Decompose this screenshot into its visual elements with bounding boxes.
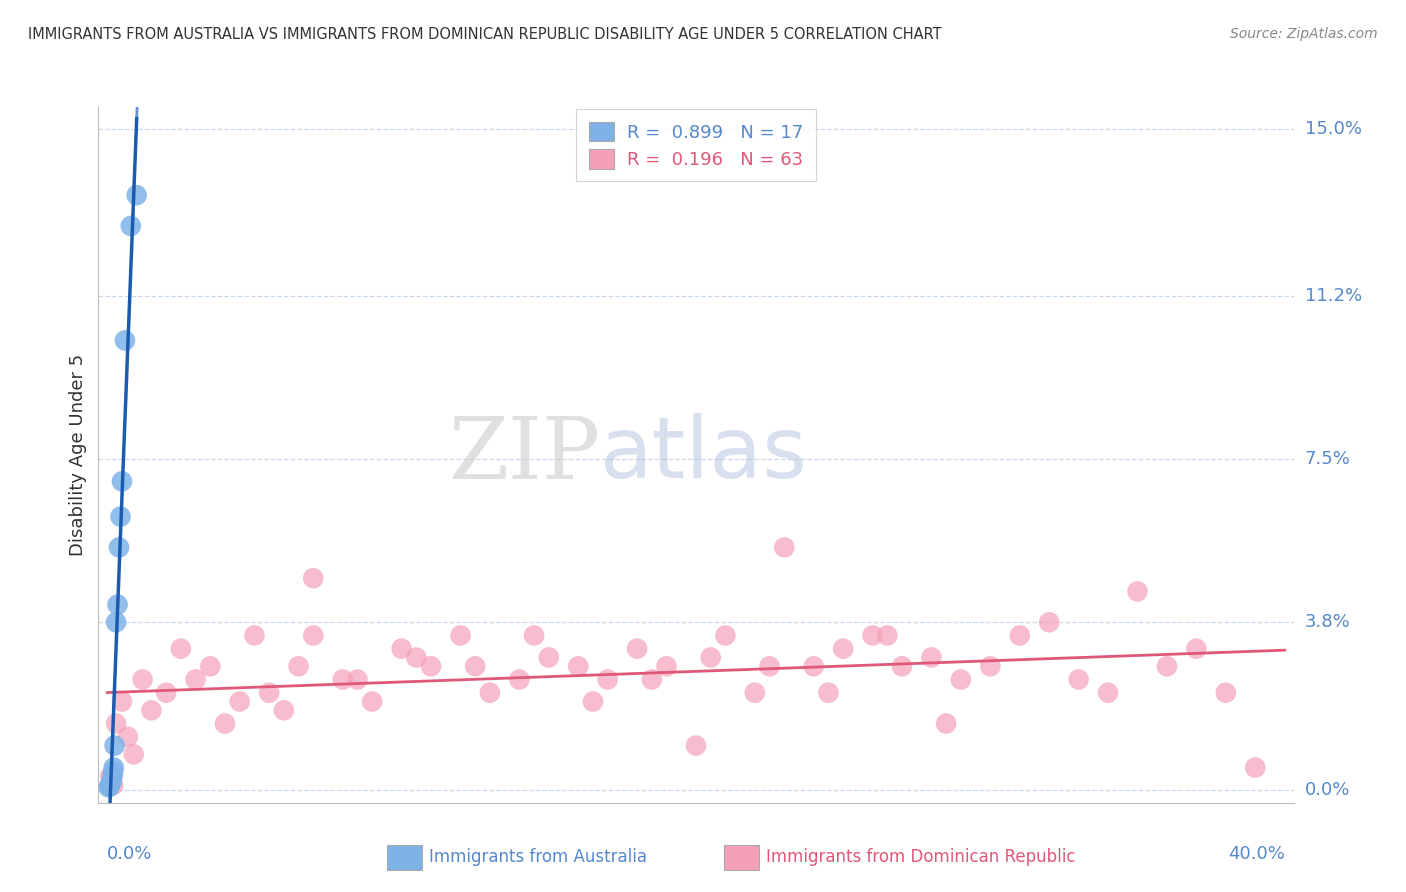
Point — [111, 475, 134, 489]
Point — [243, 628, 266, 642]
Point — [803, 659, 825, 673]
Point — [111, 694, 134, 708]
Point — [626, 641, 648, 656]
Point — [817, 686, 839, 700]
Point — [391, 641, 413, 656]
Point — [302, 571, 325, 585]
Point — [346, 673, 368, 687]
Point — [110, 509, 132, 524]
Point — [478, 686, 501, 700]
Text: Immigrants from Australia: Immigrants from Australia — [429, 848, 647, 866]
Point — [935, 716, 957, 731]
Text: 0.0%: 0.0% — [1305, 780, 1350, 798]
Point — [1008, 628, 1031, 642]
Text: 15.0%: 15.0% — [1305, 120, 1361, 138]
Point — [1038, 615, 1060, 630]
Legend: R =  0.899   N = 17, R =  0.196   N = 63: R = 0.899 N = 17, R = 0.196 N = 63 — [576, 109, 815, 181]
Point — [862, 628, 884, 642]
Point — [1097, 686, 1119, 700]
Point — [332, 673, 354, 687]
Point — [979, 659, 1001, 673]
Text: ZIP: ZIP — [449, 413, 600, 497]
Point — [98, 769, 121, 783]
Point — [98, 779, 121, 793]
Point — [582, 694, 605, 708]
Point — [122, 747, 145, 762]
Text: 3.8%: 3.8% — [1305, 614, 1350, 632]
Point — [105, 615, 128, 630]
Text: 40.0%: 40.0% — [1227, 845, 1285, 863]
Point — [155, 686, 177, 700]
Point — [114, 334, 136, 348]
Point — [685, 739, 707, 753]
Text: 11.2%: 11.2% — [1305, 287, 1362, 305]
Point — [1067, 673, 1090, 687]
Point — [891, 659, 914, 673]
Point — [420, 659, 443, 673]
Point — [405, 650, 427, 665]
Point — [744, 686, 766, 700]
Point — [949, 673, 972, 687]
Point — [920, 650, 942, 665]
Point — [567, 659, 589, 673]
Point — [125, 188, 148, 202]
Point — [97, 780, 120, 795]
Point — [450, 628, 472, 642]
Point — [699, 650, 721, 665]
Point — [273, 703, 295, 717]
Point — [103, 761, 125, 775]
Point — [1185, 641, 1208, 656]
Point — [100, 773, 122, 788]
Text: IMMIGRANTS FROM AUSTRALIA VS IMMIGRANTS FROM DOMINICAN REPUBLIC DISABILITY AGE U: IMMIGRANTS FROM AUSTRALIA VS IMMIGRANTS … — [28, 27, 942, 42]
Point — [641, 673, 664, 687]
Point — [100, 776, 122, 790]
Point — [131, 673, 153, 687]
Text: 0.0%: 0.0% — [107, 845, 153, 863]
Point — [1244, 761, 1267, 775]
Text: 7.5%: 7.5% — [1305, 450, 1351, 468]
Point — [758, 659, 780, 673]
Text: Immigrants from Dominican Republic: Immigrants from Dominican Republic — [766, 848, 1076, 866]
Point — [1156, 659, 1178, 673]
Point — [464, 659, 486, 673]
Point — [655, 659, 678, 673]
Text: Source: ZipAtlas.com: Source: ZipAtlas.com — [1230, 27, 1378, 41]
Point — [108, 541, 131, 555]
Point — [104, 739, 127, 753]
Point — [101, 764, 124, 779]
Point — [257, 686, 280, 700]
Point — [170, 641, 193, 656]
Point — [120, 219, 142, 233]
Point — [832, 641, 855, 656]
Point — [773, 541, 796, 555]
Point — [117, 730, 139, 744]
Point — [596, 673, 619, 687]
Point — [214, 716, 236, 731]
Point — [537, 650, 560, 665]
Point — [876, 628, 898, 642]
Point — [361, 694, 384, 708]
Point — [302, 628, 325, 642]
Point — [1215, 686, 1237, 700]
Point — [105, 716, 128, 731]
Point — [141, 703, 163, 717]
Point — [101, 769, 124, 783]
Y-axis label: Disability Age Under 5: Disability Age Under 5 — [69, 354, 87, 556]
Point — [101, 778, 124, 792]
Point — [107, 598, 129, 612]
Point — [228, 694, 250, 708]
Point — [508, 673, 530, 687]
Point — [287, 659, 309, 673]
Point — [184, 673, 207, 687]
Point — [1126, 584, 1149, 599]
Point — [98, 778, 121, 792]
Point — [714, 628, 737, 642]
Text: atlas: atlas — [600, 413, 808, 497]
Point — [200, 659, 222, 673]
Point — [523, 628, 546, 642]
